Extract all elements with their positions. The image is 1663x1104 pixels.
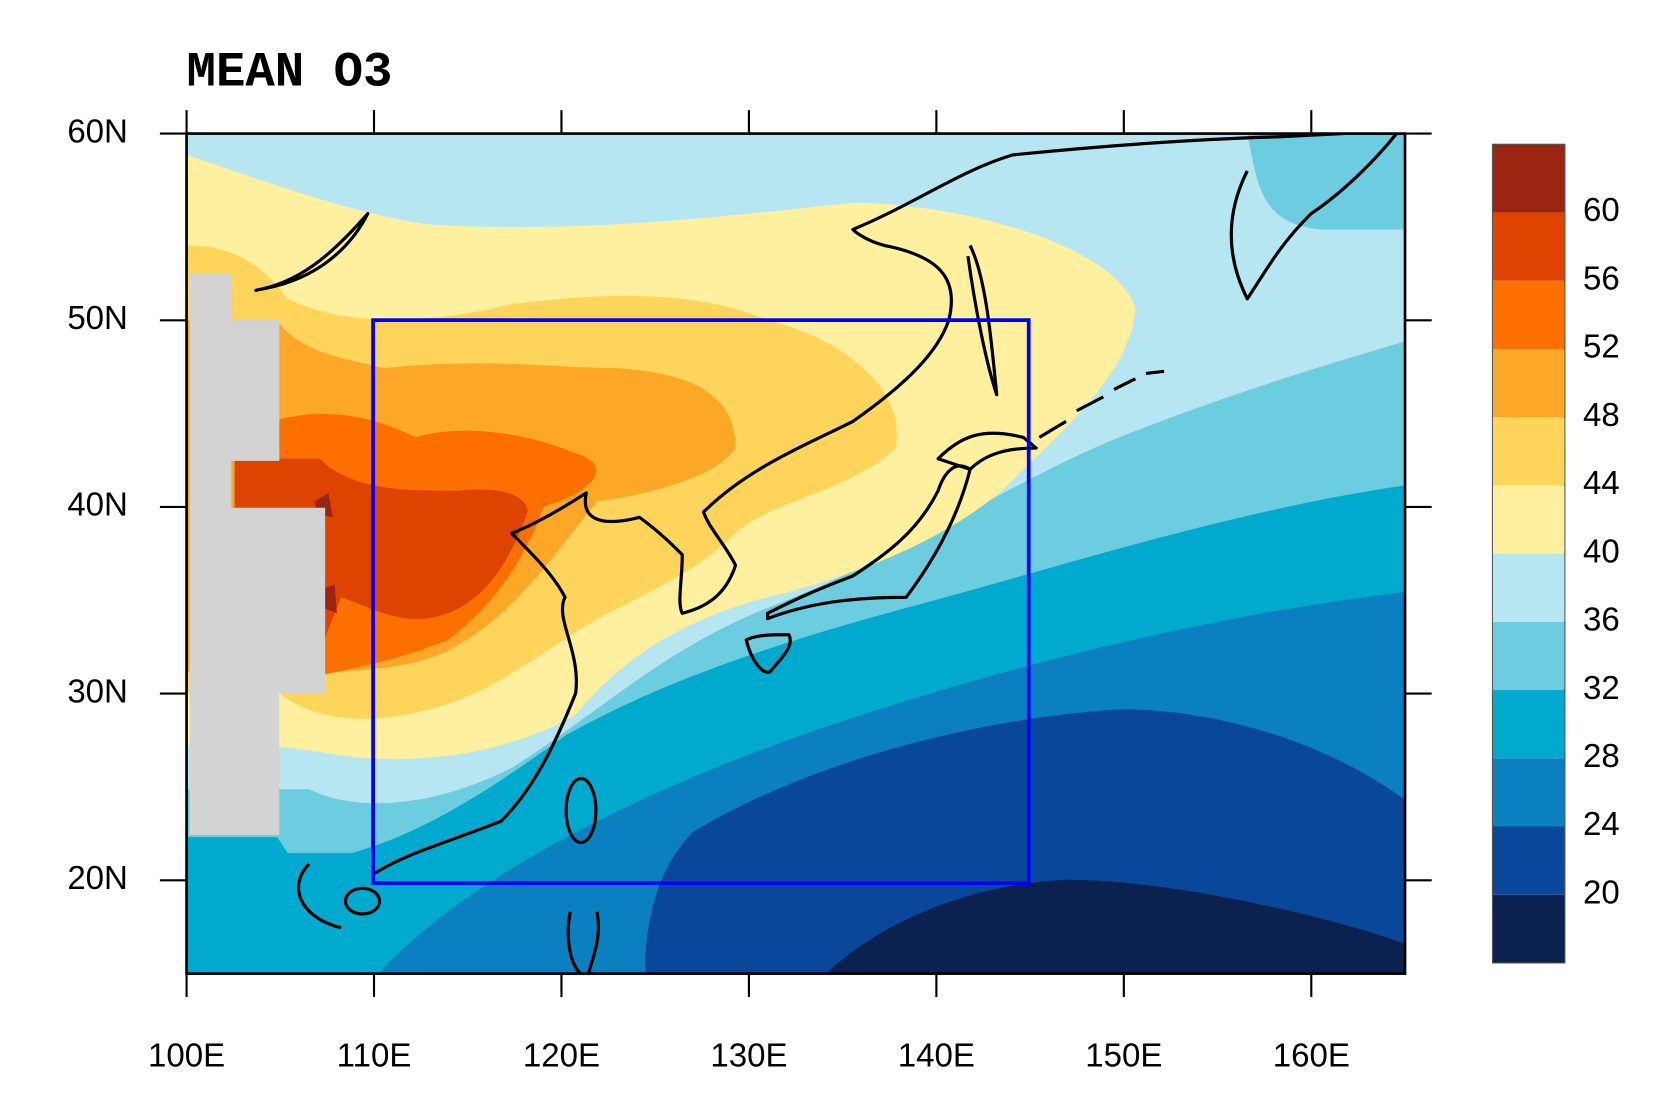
coastlines bbox=[254, 133, 1398, 974]
x-tick-label: 140E bbox=[898, 1038, 975, 1075]
colorbar-box bbox=[1492, 826, 1565, 895]
plot-frame bbox=[185, 132, 1407, 975]
colorbar-box bbox=[1492, 553, 1565, 622]
colorbar-box bbox=[1492, 144, 1565, 213]
x-tick-label: 110E bbox=[337, 1038, 412, 1075]
missing-data bbox=[189, 273, 326, 836]
colorbar: 20 24 28 32 36 40 44 48 52 56 60 bbox=[1491, 143, 1620, 964]
colorbar-label: 56 bbox=[1583, 260, 1620, 297]
colorbar-label: 24 bbox=[1583, 806, 1620, 843]
y-tick-label: 20N bbox=[67, 860, 128, 897]
y-tick-label: 60N bbox=[67, 113, 128, 150]
colorbar-label: 20 bbox=[1583, 874, 1620, 911]
colorbar-box bbox=[1492, 280, 1565, 349]
colorbar-label: 40 bbox=[1583, 533, 1620, 570]
colorbar-box bbox=[1492, 690, 1565, 759]
x-tick-label: 120E bbox=[523, 1038, 600, 1075]
region-box bbox=[371, 318, 1031, 885]
x-tick-label: 130E bbox=[710, 1038, 787, 1075]
colorbar-label: 36 bbox=[1583, 602, 1620, 639]
colorbar-label: 32 bbox=[1583, 670, 1620, 707]
colorbar-label: 48 bbox=[1583, 397, 1620, 434]
colorbar-label: 28 bbox=[1583, 738, 1620, 775]
colorbar-label: 60 bbox=[1583, 192, 1620, 229]
colorbar-box bbox=[1492, 417, 1565, 486]
colorbar-box bbox=[1492, 212, 1565, 281]
colorbar-box bbox=[1492, 894, 1565, 963]
x-tick-label: 150E bbox=[1085, 1038, 1162, 1075]
y-tick-label: 50N bbox=[67, 300, 128, 337]
x-tick-label: 100E bbox=[148, 1038, 225, 1075]
y-tick-label: 30N bbox=[67, 673, 128, 710]
colorbar-box bbox=[1492, 485, 1565, 554]
x-tick-label: 160E bbox=[1273, 1038, 1350, 1075]
contour-band bbox=[314, 492, 337, 614]
colorbar-box bbox=[1492, 621, 1565, 691]
colorbar-label: 52 bbox=[1583, 329, 1620, 366]
contour-fill bbox=[186, 133, 1406, 974]
y-tick-label: 40N bbox=[67, 487, 128, 524]
colorbar-box bbox=[1492, 348, 1565, 418]
colorbar-label: 44 bbox=[1583, 465, 1620, 502]
colorbar-box bbox=[1492, 758, 1565, 827]
chart-title: MEAN O3 bbox=[187, 45, 393, 101]
